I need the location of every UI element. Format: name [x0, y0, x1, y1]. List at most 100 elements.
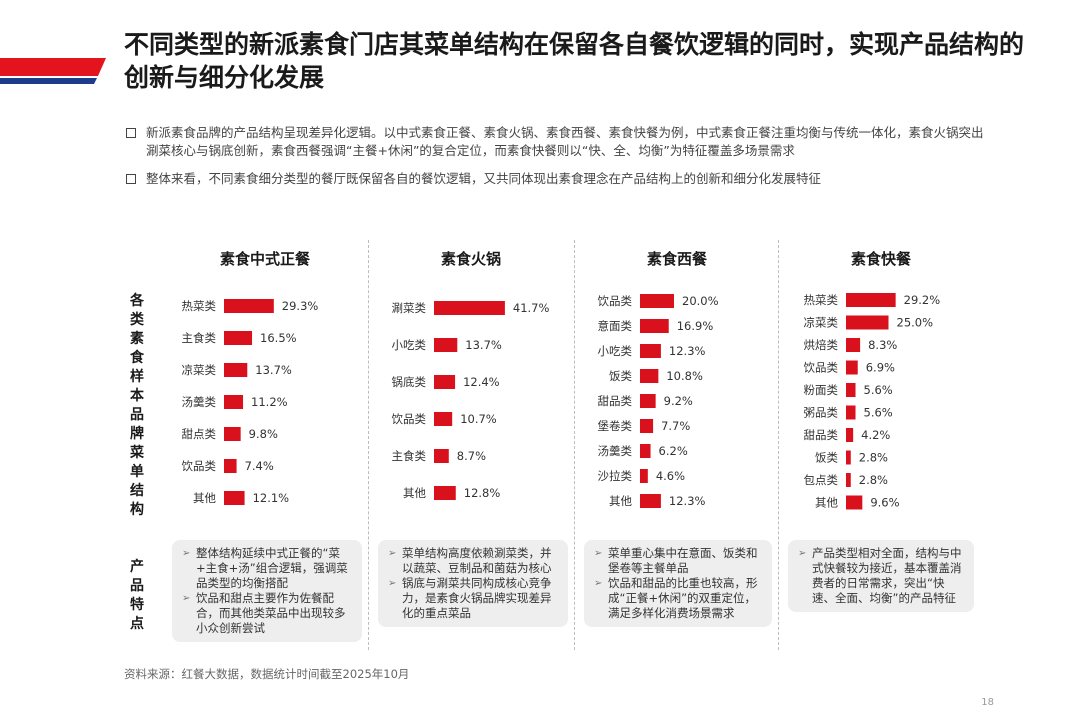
bar [434, 412, 453, 426]
category-label: 沙拉类 [598, 469, 633, 483]
value-label: 29.2% [904, 293, 941, 307]
bar [224, 299, 274, 313]
bar [224, 459, 237, 473]
value-label: 13.7% [255, 363, 292, 377]
data-source-note: 资料来源：红餐大数据，数据统计时间截至2025年10月 [124, 667, 410, 681]
category-label: 粉面类 [804, 383, 839, 397]
value-label: 25.0% [897, 316, 934, 330]
value-label: 7.4% [245, 459, 274, 473]
bar-chart-fast-food: 热菜类 29.2% 凉菜类 25.0% 烘焙类 8.3% 饮品类 6.9% 粉面类 5.6% 粥品类… [804, 293, 941, 510]
value-label: 9.8% [249, 427, 278, 441]
category-label: 甜品类 [804, 428, 839, 442]
value-label: 4.6% [656, 469, 685, 483]
value-label: 4.2% [861, 428, 890, 442]
category-label: 饮品类 [182, 459, 217, 473]
bar [640, 494, 661, 508]
bar [224, 395, 244, 409]
panel-title: 素食中式正餐 [219, 250, 310, 268]
value-label: 41.7% [513, 301, 550, 315]
bar-chart-western: 饮品类 20.0% 意面类 16.9% 小吃类 12.3% 饭类 10.8% 甜品类 9.2% 堡卷… [598, 294, 719, 508]
bar [640, 469, 648, 483]
square-bullet-icon [126, 128, 136, 138]
bar [224, 363, 248, 377]
value-label: 8.3% [868, 338, 897, 352]
category-label: 主食类 [182, 331, 217, 345]
category-label: 其他 [403, 486, 426, 500]
feature-box-western: ➢ 菜单重心集中在意面、饭类和堡卷等主餐单品 ➢ 饮品和甜品的比重也较高，形成“正餐… [584, 540, 772, 627]
panel-divider [368, 240, 369, 650]
value-label: 13.7% [465, 338, 502, 352]
arrow-bullet-icon: ➢ [182, 548, 191, 559]
bullet-item: 新派素食品牌的产品结构呈现差异化逻辑。以中式素食正餐、素食火锅、素食西餐、素食快… [124, 124, 984, 160]
feature-item: ➢ 菜单重心集中在意面、饭类和堡卷等主餐单品 [594, 546, 758, 575]
arrow-bullet-icon: ➢ [388, 548, 397, 559]
category-label: 汤羹类 [598, 444, 633, 458]
category-label: 甜点类 [182, 427, 217, 441]
value-label: 10.8% [666, 369, 703, 383]
value-label: 29.3% [282, 299, 319, 313]
category-label: 烘焙类 [804, 338, 839, 352]
value-label: 12.1% [253, 491, 290, 505]
category-label: 饭类 [815, 451, 838, 465]
value-label: 12.4% [463, 375, 500, 389]
category-label: 其他 [193, 491, 216, 505]
bar [434, 375, 456, 389]
feature-box-fast-food: ➢ 产品类型相对全面，结构与中式快餐较为接近，基本覆盖消费者的日常需求，突出“快速… [788, 540, 974, 612]
bar [640, 419, 654, 433]
bar [434, 338, 458, 352]
feature-box-hotpot: ➢ 菜单结构高度依赖涮菜类，并以蔬菜、豆制品和菌菇为核心 ➢ 锅底与涮菜共同构成核心… [378, 540, 568, 627]
bar [846, 405, 856, 420]
feature-item: ➢ 饮品和甜点主要作为佐餐配合，而其他类菜品中出现较多小众创新尝试 [182, 591, 346, 635]
category-label: 饮品类 [598, 294, 633, 308]
bar [640, 319, 669, 333]
bar [224, 491, 245, 505]
category-label: 甜品类 [598, 394, 633, 408]
bullet-text: 新派素食品牌的产品结构呈现差异化逻辑。以中式素食正餐、素食火锅、素食西餐、素食快… [146, 125, 984, 158]
category-label: 包点类 [804, 473, 839, 487]
category-label: 汤羹类 [182, 395, 217, 409]
category-label: 其他 [609, 494, 632, 508]
arrow-bullet-icon: ➢ [594, 578, 603, 589]
value-label: 6.9% [866, 361, 895, 375]
value-label: 5.6% [864, 383, 893, 397]
feature-item: ➢ 饮品和甜品的比重也较高，形成“正餐+休闲”的双重定位，满足多样化消费场景需求 [594, 576, 758, 620]
bar [846, 293, 896, 307]
value-label: 8.7% [457, 449, 486, 463]
panel-title: 素食快餐 [850, 250, 911, 268]
value-label: 16.5% [260, 331, 297, 345]
intro-bullets: 新派素食品牌的产品结构呈现差异化逻辑。以中式素食正餐、素食火锅、素食西餐、素食快… [124, 124, 984, 188]
bar-chart-chinese-meal: 热菜类 29.3% 主食类 16.5% 凉菜类 13.7% 汤羹类 11.2% 甜点类 9.8% 饮… [182, 299, 319, 505]
category-label: 其他 [815, 496, 838, 510]
value-label: 6.2% [659, 444, 688, 458]
bar [224, 331, 253, 345]
value-label: 7.7% [661, 419, 690, 433]
value-label: 9.2% [664, 394, 693, 408]
category-label: 粥品类 [804, 406, 839, 420]
accent-stripe [0, 58, 106, 84]
bar [434, 449, 449, 463]
product-features-side-label: 产品特点 [130, 559, 144, 632]
category-label: 小吃类 [392, 338, 427, 352]
value-label: 5.6% [864, 406, 893, 420]
category-label: 意面类 [598, 319, 633, 333]
bar [640, 394, 656, 408]
feature-item: ➢ 产品类型相对全面，结构与中式快餐较为接近，基本覆盖消费者的日常需求，突出“快速… [798, 546, 962, 605]
page-title: 不同类型的新派素食门店其菜单结构在保留各自餐饮逻辑的同时，实现产品结构的创新与细… [124, 30, 1025, 92]
bar [224, 427, 241, 441]
square-bullet-icon [126, 174, 136, 184]
category-label: 涮菜类 [392, 301, 427, 315]
category-label: 饭类 [609, 369, 632, 383]
bar [846, 315, 889, 330]
bar [846, 360, 858, 375]
bar [846, 495, 863, 510]
category-label: 锅底类 [392, 375, 427, 389]
value-label: 12.3% [669, 494, 706, 508]
feature-item: ➢ 整体结构延续中式正餐的“菜+主食+汤”组合逻辑，强调菜品类型的均衡搭配 [182, 546, 348, 590]
value-label: 2.8% [859, 451, 888, 465]
arrow-bullet-icon: ➢ [798, 548, 807, 559]
value-label: 16.9% [677, 319, 714, 333]
value-label: 12.8% [464, 486, 501, 500]
feature-box-chinese-meal: ➢ 整体结构延续中式正餐的“菜+主食+汤”组合逻辑，强调菜品类型的均衡搭配 ➢ 饮品… [172, 540, 362, 642]
panel-title: 素食西餐 [646, 250, 707, 268]
bar [640, 294, 674, 308]
